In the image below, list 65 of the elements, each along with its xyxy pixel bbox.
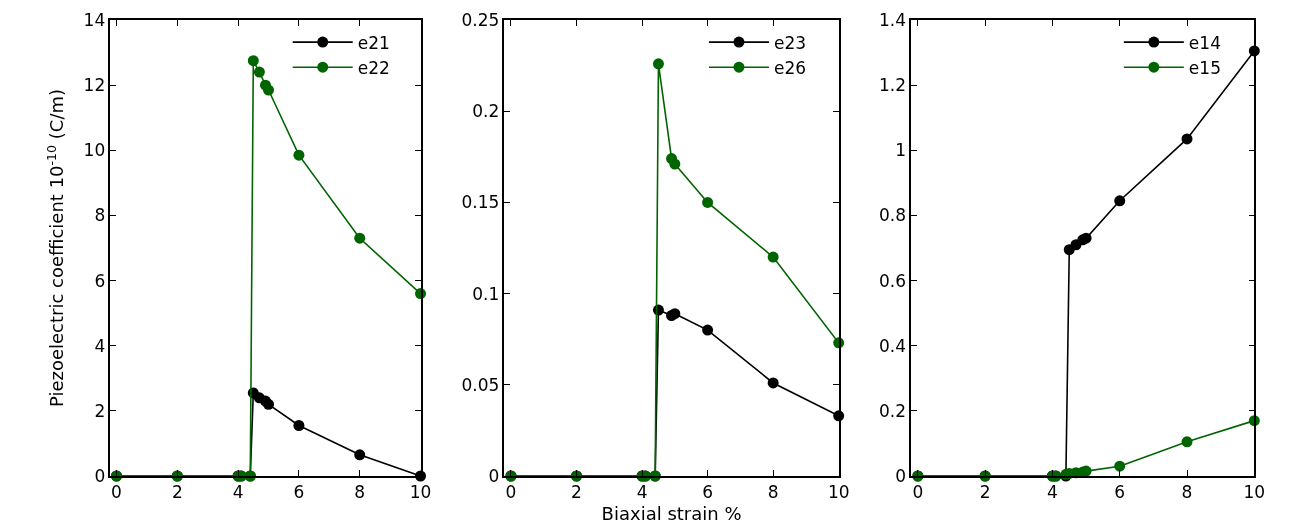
y-tick-label: 0.15 [461, 192, 500, 213]
y-tick-label: 0.4 [878, 335, 906, 356]
point [354, 449, 366, 461]
point [247, 55, 259, 67]
y-tick-label: 8 [94, 205, 106, 226]
point [253, 66, 265, 78]
legend-label: e22 [357, 57, 390, 78]
point [1181, 133, 1193, 145]
point [1181, 436, 1193, 448]
y-tick-label: 0.2 [878, 400, 906, 421]
y-tick-label: 14 [83, 9, 106, 30]
x-axis-title: Biaxial strain % [601, 502, 742, 524]
x-tick-label: 4 [232, 482, 244, 503]
legend-label: e21 [357, 32, 390, 53]
x-tick-label: 2 [979, 482, 991, 503]
y-tick-label: 0.6 [878, 270, 906, 291]
x-tick-label: 6 [702, 482, 714, 503]
point [669, 158, 681, 170]
y-tick-label: 10 [83, 140, 106, 161]
x-tick-label: 0 [912, 482, 924, 503]
y-tick-label: 6 [94, 270, 106, 291]
point [1114, 195, 1126, 207]
legend-label: e15 [1188, 57, 1221, 78]
x-tick-label: 10 [1243, 482, 1266, 503]
point [652, 58, 664, 70]
x-tick-label: 8 [354, 482, 366, 503]
y-tick-label: 0.8 [878, 205, 906, 226]
x-tick-label: 10 [827, 482, 850, 503]
point [263, 84, 275, 96]
x-tick-label: 0 [111, 482, 122, 503]
x-tick-label: 0 [505, 482, 517, 503]
x-tick-label: 6 [1114, 482, 1126, 503]
point [767, 377, 779, 389]
y-tick-label: 4 [94, 335, 106, 356]
x-tick-label: 10 [409, 482, 432, 503]
point [354, 232, 366, 244]
point [293, 420, 305, 432]
y-tick-label: 1.4 [878, 9, 906, 30]
y-tick-label: 12 [83, 75, 106, 96]
y-tick-label: 0 [94, 465, 106, 486]
y-tick-label: 1 [895, 140, 906, 161]
y-tick-label: 0.2 [472, 101, 500, 122]
legend-label: e14 [1188, 32, 1221, 53]
y-tick-label: 0.05 [461, 374, 500, 395]
x-tick-label: 6 [293, 482, 305, 503]
point [702, 324, 714, 336]
point [1114, 460, 1126, 472]
legend-label: e26 [773, 57, 807, 78]
x-tick-label: 2 [571, 482, 582, 503]
point [263, 398, 275, 410]
y-tick-label: 1.2 [878, 75, 906, 96]
point [293, 149, 305, 161]
x-tick-label: 8 [1181, 482, 1193, 503]
y-tick-label: 0.1 [472, 283, 500, 304]
y-tick-label: 0 [895, 465, 906, 486]
y-tick-label: 2 [94, 400, 106, 421]
y-tick-label: 0 [488, 465, 500, 486]
x-tick-label: 2 [171, 482, 183, 503]
point [702, 196, 714, 208]
x-tick-label: 4 [636, 482, 648, 503]
legend-label: e23 [773, 32, 807, 53]
point [767, 251, 779, 263]
y-tick-label: 0.25 [461, 9, 500, 30]
x-tick-label: 8 [767, 482, 779, 503]
x-tick-label: 4 [1047, 482, 1058, 503]
